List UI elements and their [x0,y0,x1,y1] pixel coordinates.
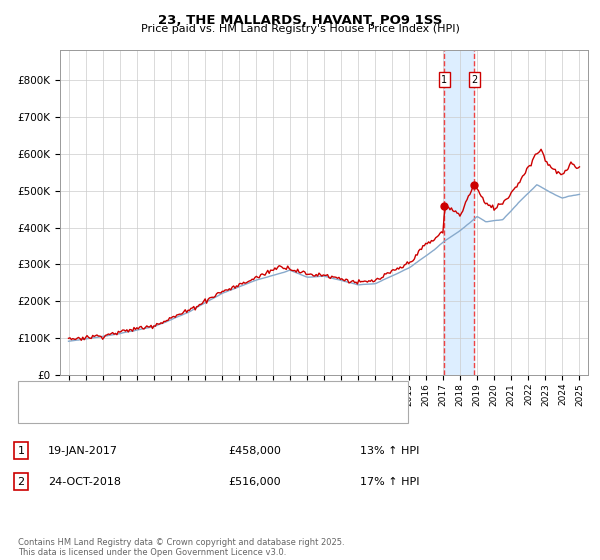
Text: 13% ↑ HPI: 13% ↑ HPI [360,446,419,456]
Text: 1: 1 [17,446,25,456]
Text: 1: 1 [441,74,447,85]
Bar [444,50,474,375]
Text: 2: 2 [17,477,25,487]
Text: HPI: Average price, detached house, Havant: HPI: Average price, detached house, Hava… [56,406,272,416]
Text: £458,000: £458,000 [228,446,281,456]
Text: 19-JAN-2017: 19-JAN-2017 [48,446,118,456]
Text: 2: 2 [471,74,478,85]
Text: Contains HM Land Registry data © Crown copyright and database right 2025.
This d: Contains HM Land Registry data © Crown c… [18,538,344,557]
Text: Price paid vs. HM Land Registry's House Price Index (HPI): Price paid vs. HM Land Registry's House … [140,24,460,34]
Text: 23, THE MALLARDS, HAVANT, PO9 1SS: 23, THE MALLARDS, HAVANT, PO9 1SS [158,14,442,27]
Text: 23, THE MALLARDS, HAVANT, PO9 1SS (detached house): 23, THE MALLARDS, HAVANT, PO9 1SS (detac… [56,388,332,398]
Text: 24-OCT-2018: 24-OCT-2018 [48,477,121,487]
Text: £516,000: £516,000 [228,477,281,487]
Text: 17% ↑ HPI: 17% ↑ HPI [360,477,419,487]
